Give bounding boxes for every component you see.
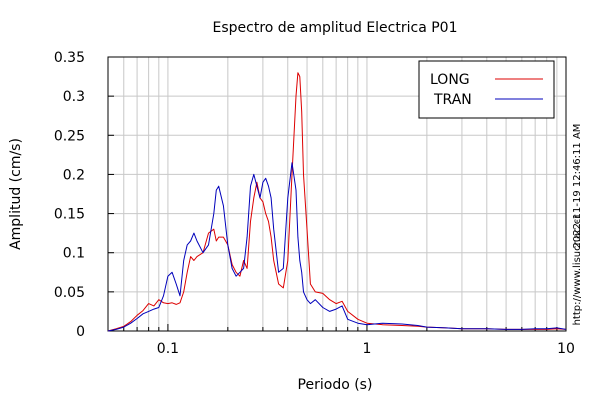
source-url-text: http://www.lisucr.ac.cr	[572, 214, 583, 326]
y-tick-label: 0.05	[54, 285, 85, 301]
y-tick-label: 0.15	[54, 207, 85, 223]
y-axis-label: Amplitud (cm/s)	[8, 138, 24, 250]
y-tick-label: 0	[76, 324, 85, 340]
legend-box	[418, 60, 555, 119]
chart-title: Espectro de amplitud Electrica P01	[213, 20, 458, 36]
legend: LONG TRAN	[418, 60, 555, 119]
y-tick-labels: 0 0.05 0.1 0.15 0.2 0.25 0.3 0.35	[54, 50, 85, 340]
legend-label-tran: TRAN	[433, 92, 472, 108]
timestamp-text: 2022-11-19 12:46:11 AM	[572, 124, 583, 249]
y-tick-label: 0.25	[54, 128, 85, 144]
series-layer	[107, 72, 567, 332]
x-axis-label: Periodo (s)	[298, 377, 373, 393]
x-tick-label: 0.1	[157, 341, 179, 357]
y-tick-label: 0.2	[63, 167, 85, 183]
y-tick-label: 0.35	[54, 50, 85, 66]
legend-label-long: LONG	[430, 72, 470, 88]
series-line-tran	[107, 162, 567, 332]
y-tick-label: 0.1	[63, 246, 85, 262]
x-tick-labels: 0.1 1 10	[157, 341, 575, 357]
tick-marks	[107, 56, 558, 332]
x-tick-label: 1	[362, 341, 371, 357]
x-tick-label: 10	[557, 341, 575, 357]
series-line-long	[107, 72, 567, 332]
y-tick-label: 0.3	[63, 89, 85, 105]
plot-frame	[107, 56, 567, 332]
